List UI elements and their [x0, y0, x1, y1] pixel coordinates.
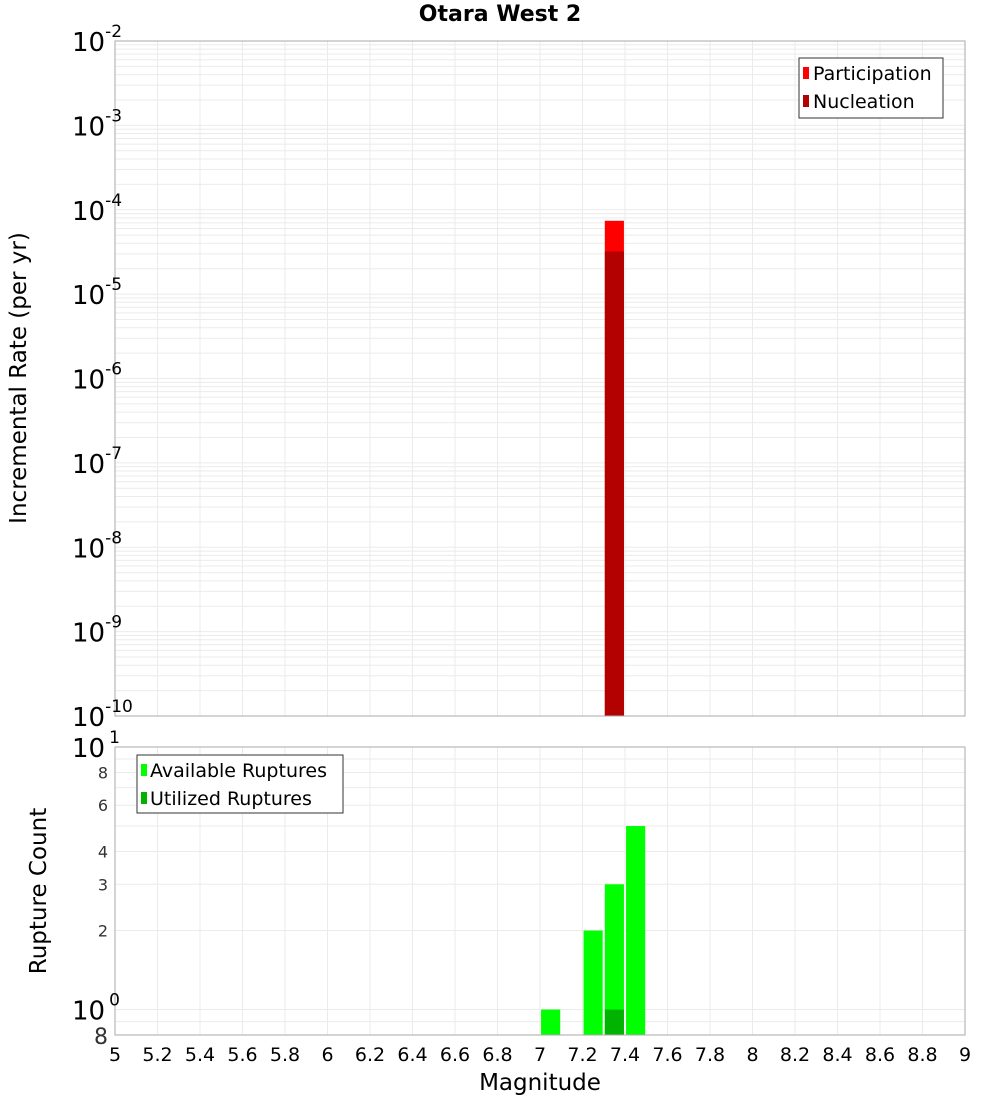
legend-label: Available Ruptures	[150, 760, 327, 782]
legend-swatch	[141, 764, 147, 776]
y-minor-tick-label: 2	[98, 922, 108, 941]
x-tick-label: 5	[109, 1044, 121, 1066]
x-tick-label: 7.8	[695, 1044, 725, 1066]
y-minor-tick-label: 8	[94, 1025, 108, 1050]
bar-nucleation	[604, 251, 624, 716]
bar-available-ruptures	[583, 930, 603, 1035]
x-tick-label: 8.2	[780, 1044, 810, 1066]
rate-plot-panel: 10-2 10-3 10-4 10-5 10-6 10-7 10-8 10-9 10-10 Inc…	[6, 22, 966, 733]
x-tick-label: 6.4	[397, 1044, 427, 1066]
grid-lines	[114, 41, 966, 717]
x-tick-label: 6.6	[440, 1044, 470, 1066]
y-tick-label: 10-2	[72, 22, 122, 58]
y-tick-label: 10-7	[72, 444, 122, 480]
bar-available-ruptures	[541, 1009, 561, 1035]
x-tick-label: 5.6	[227, 1044, 257, 1066]
legend-swatch	[141, 792, 147, 804]
chart-title: Otara West 2	[418, 2, 582, 27]
x-tick-label: 8	[746, 1044, 758, 1066]
y-tick-label: 10 0	[72, 991, 120, 1027]
y-tick-label: 10 1	[72, 728, 120, 764]
x-tick-label: 6	[321, 1044, 333, 1066]
x-tick-label: 7.6	[652, 1044, 682, 1066]
legend-swatch	[803, 95, 809, 107]
bars	[541, 826, 646, 1035]
legend-label: Participation	[813, 63, 932, 85]
y-tick-label: 10-5	[72, 275, 122, 311]
y-minor-tick-label: 6	[98, 796, 108, 815]
y-axis-label: Rupture Count	[26, 808, 52, 974]
x-tick-label: 6.8	[482, 1044, 512, 1066]
y-minor-tick-label: 3	[98, 875, 108, 894]
legend: Available Ruptures Utilized Ruptures	[136, 754, 344, 814]
y-tick-label: 10-8	[72, 528, 122, 564]
y-axis-label: Incremental Rate (per yr)	[6, 232, 32, 524]
legend: Participation Nucleation	[798, 57, 944, 119]
y-tick-label: 10-9	[72, 613, 122, 649]
x-tick-label: 8.8	[907, 1044, 937, 1066]
legend-label: Nucleation	[813, 91, 915, 113]
x-tick-label: 9	[959, 1044, 971, 1066]
x-tick-label: 7	[534, 1044, 546, 1066]
y-tick-label: 10-10	[72, 697, 133, 733]
x-axis-label: Magnitude	[479, 1070, 601, 1096]
x-tick-label: 6.2	[355, 1044, 385, 1066]
y-tick-label: 10-3	[72, 106, 122, 142]
legend-swatch	[803, 67, 809, 79]
x-tick-label: 7.4	[610, 1044, 640, 1066]
y-tick-label: 10-6	[72, 360, 122, 396]
x-tick-label: 8.6	[865, 1044, 895, 1066]
x-tick-label: 8.4	[822, 1044, 852, 1066]
y-minor-tick-label: 8	[98, 763, 108, 782]
legend-label: Utilized Ruptures	[150, 788, 312, 810]
x-tick-label: 5.8	[270, 1044, 300, 1066]
plot-frame	[114, 746, 966, 1036]
bar-available-ruptures	[626, 826, 646, 1035]
y-tick-label: 10-4	[72, 191, 122, 227]
x-tick-label: 7.2	[567, 1044, 597, 1066]
x-tick-label: 5.4	[185, 1044, 215, 1066]
plot-frame	[114, 40, 966, 717]
bar-utilized-ruptures	[604, 1009, 624, 1035]
bars	[604, 220, 624, 716]
x-tick-label: 5.2	[142, 1044, 172, 1066]
bar-available-ruptures	[604, 884, 624, 1035]
y-minor-tick-label: 4	[98, 842, 108, 861]
